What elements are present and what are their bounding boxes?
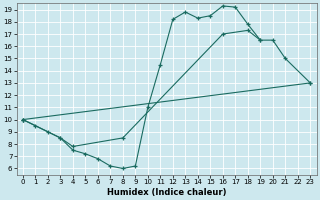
X-axis label: Humidex (Indice chaleur): Humidex (Indice chaleur) (107, 188, 226, 197)
